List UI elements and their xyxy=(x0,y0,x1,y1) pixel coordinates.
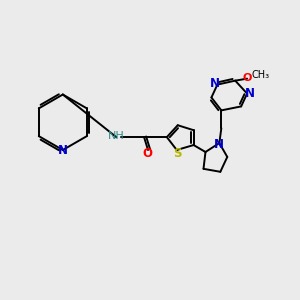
Text: NH: NH xyxy=(108,131,125,141)
Text: N: N xyxy=(245,87,255,100)
Text: O: O xyxy=(242,73,252,83)
Text: S: S xyxy=(173,148,182,160)
Text: N: N xyxy=(214,138,224,151)
Text: CH₃: CH₃ xyxy=(252,70,270,80)
Text: N: N xyxy=(58,143,68,157)
Text: O: O xyxy=(142,148,152,160)
Text: N: N xyxy=(209,77,219,90)
